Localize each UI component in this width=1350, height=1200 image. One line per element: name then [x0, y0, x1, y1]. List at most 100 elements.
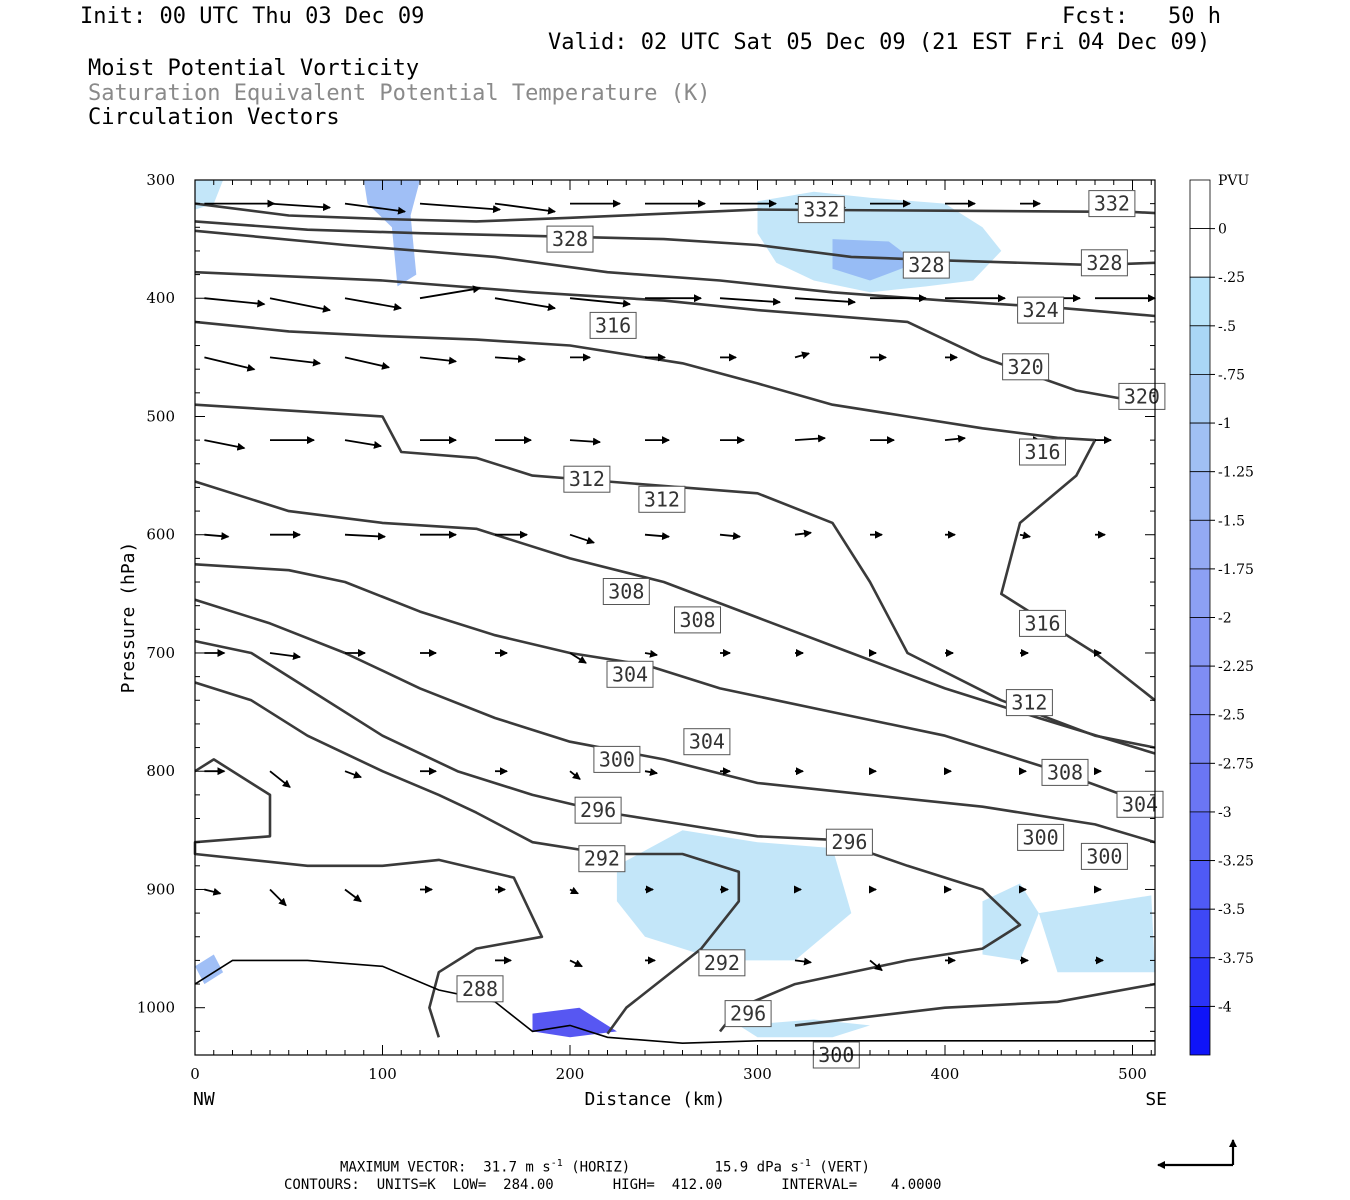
- axes-layer: 0 100 200 300 400 500 300 400 500 600 700 800 900 100…: [118, 171, 1167, 1110]
- circulation-vector: [569, 533, 595, 545]
- colorbar-swatch: [1189, 617, 1211, 667]
- colorbar-swatch: [1189, 422, 1211, 473]
- circulation-vector: [569, 959, 583, 968]
- valid-time: Valid: 02 UTC Sat 05 Dec 09 (21 EST Fri …: [548, 30, 1211, 55]
- contour-label-box: [698, 949, 746, 977]
- colorbar-level-label: -1: [1218, 416, 1232, 432]
- circulation-vector: [794, 957, 812, 966]
- contour-label: 332: [803, 198, 839, 222]
- y-tick-label: 800: [146, 762, 175, 780]
- contour-label: 296: [580, 798, 616, 822]
- contour-label: 292: [584, 847, 620, 871]
- pv-region-5: [982, 883, 1039, 961]
- circulation-vector: [344, 356, 390, 370]
- colorbar-level-label: -2.25: [1218, 659, 1254, 675]
- circulation-vector: [204, 887, 222, 896]
- unit-exponent: -1: [550, 1158, 563, 1169]
- colorbar-level-label: -3: [1218, 805, 1232, 821]
- y-tick-label: 400: [146, 289, 175, 307]
- contour-label-box: [683, 728, 731, 756]
- circulation-vector: [794, 351, 810, 360]
- circulation-vector: [269, 652, 301, 661]
- circulation-vector: [1019, 531, 1031, 540]
- circulation-vector: [644, 768, 658, 776]
- contour-label: 308: [679, 608, 715, 632]
- theta-contour-304: [194, 563, 1156, 808]
- title-mpv: Moist Potential Vorticity: [88, 56, 420, 81]
- contour-label: 300: [599, 747, 635, 771]
- theta-contour-328: [194, 220, 1156, 267]
- circulation-vector: [494, 354, 526, 363]
- pv-region-0: [195, 180, 224, 210]
- contour-label-box: [1005, 689, 1053, 717]
- colorbar-level-label: -4: [1218, 999, 1232, 1015]
- contour-label: 316: [1024, 440, 1060, 464]
- pv-region-9: [195, 954, 224, 985]
- contour-label-box: [1019, 438, 1066, 466]
- circulation-vector: [269, 888, 287, 907]
- circulation-vector: [794, 434, 826, 443]
- contour-label-box: [825, 828, 873, 856]
- colorbar-swatch: [1189, 665, 1211, 716]
- circulation-vector: [644, 532, 670, 541]
- pv-region-4: [616, 830, 852, 961]
- circulation-vector: [344, 770, 362, 779]
- colorbar-swatch: [1189, 1006, 1211, 1056]
- contour-label: 312: [569, 467, 605, 491]
- colorbar-level-label: -.5: [1218, 319, 1236, 335]
- circulation-vector: [869, 959, 883, 972]
- y-tick-label: 500: [146, 407, 175, 425]
- x-tick-label: 400: [931, 1065, 960, 1083]
- contour-label-box: [797, 196, 845, 224]
- contour-label-box: [1017, 823, 1065, 851]
- contour-label: 312: [644, 487, 680, 511]
- init-time: Init: 00 UTC Thu 03 Dec 09: [80, 4, 425, 29]
- y-tick-label: 700: [146, 644, 175, 662]
- reference-vector-icon: [1157, 1139, 1237, 1169]
- theta-contour-320: [194, 270, 1156, 406]
- x-tick-label: 100: [368, 1065, 397, 1083]
- theta-contour-layer: [193, 202, 1156, 1038]
- colorbar-swatch: [1189, 957, 1211, 1007]
- circulation-vector: [269, 356, 321, 367]
- contour-info-text: CONTOURS: UNITS=K LOW= 284.00 HIGH= 412.…: [284, 1177, 942, 1193]
- colorbar-swatch: [1189, 811, 1211, 861]
- colorbar-level-label: -.25: [1218, 270, 1245, 286]
- contour-label-box: [602, 578, 650, 605]
- circulation-vector: [569, 770, 581, 780]
- max-vector-text: MAXIMUM VECTOR: 31.7 m s-1 (HORIZ) 15.9 …: [340, 1159, 870, 1175]
- circulation-vector: [494, 202, 556, 215]
- contour-label-box: [589, 311, 637, 339]
- circulation-vector: [794, 297, 856, 306]
- circulation-vector: [794, 529, 812, 538]
- contour-label: 304: [689, 730, 725, 754]
- plot-border: [194, 179, 1156, 1056]
- pv-region-3: [832, 239, 917, 281]
- horiz-label: (HORIZ): [571, 1159, 631, 1176]
- contour-label-box: [606, 660, 654, 688]
- theta-contour-288: [193, 758, 544, 1038]
- contour-label-box: [902, 251, 950, 279]
- colorbar-level-label: -1.5: [1218, 513, 1245, 529]
- title-sept: Saturation Equivalent Potential Temperat…: [88, 81, 711, 106]
- colorbar-level-label: 0: [1218, 222, 1227, 238]
- contour-label: 304: [612, 662, 648, 686]
- circulation-vector: [569, 886, 579, 895]
- theta-contour-292: [194, 681, 741, 1035]
- x-left-direction: NW: [193, 1089, 215, 1110]
- contour-label: 304: [1122, 792, 1158, 816]
- circulation-vector: [569, 297, 631, 308]
- surface-line: [194, 959, 1155, 1045]
- circulation-vector: [269, 297, 331, 313]
- colorbar-swatch: [1189, 373, 1211, 424]
- colorbar: PVU 0 -.25 -.5 -.75 -1 -1.25 -1.5 -1.75 -2 -2.25 -2…: [1189, 173, 1254, 1056]
- colorbar-swatch: [1189, 568, 1211, 618]
- y-tick-label: 300: [146, 171, 175, 189]
- circulation-vector: [419, 356, 457, 365]
- colorbar-swatch: [1189, 519, 1211, 570]
- x-axis-title: Distance (km): [585, 1089, 726, 1110]
- x-tick-label: 300: [743, 1065, 772, 1083]
- circulation-vector: [419, 285, 481, 300]
- contour-label: 308: [1047, 760, 1083, 784]
